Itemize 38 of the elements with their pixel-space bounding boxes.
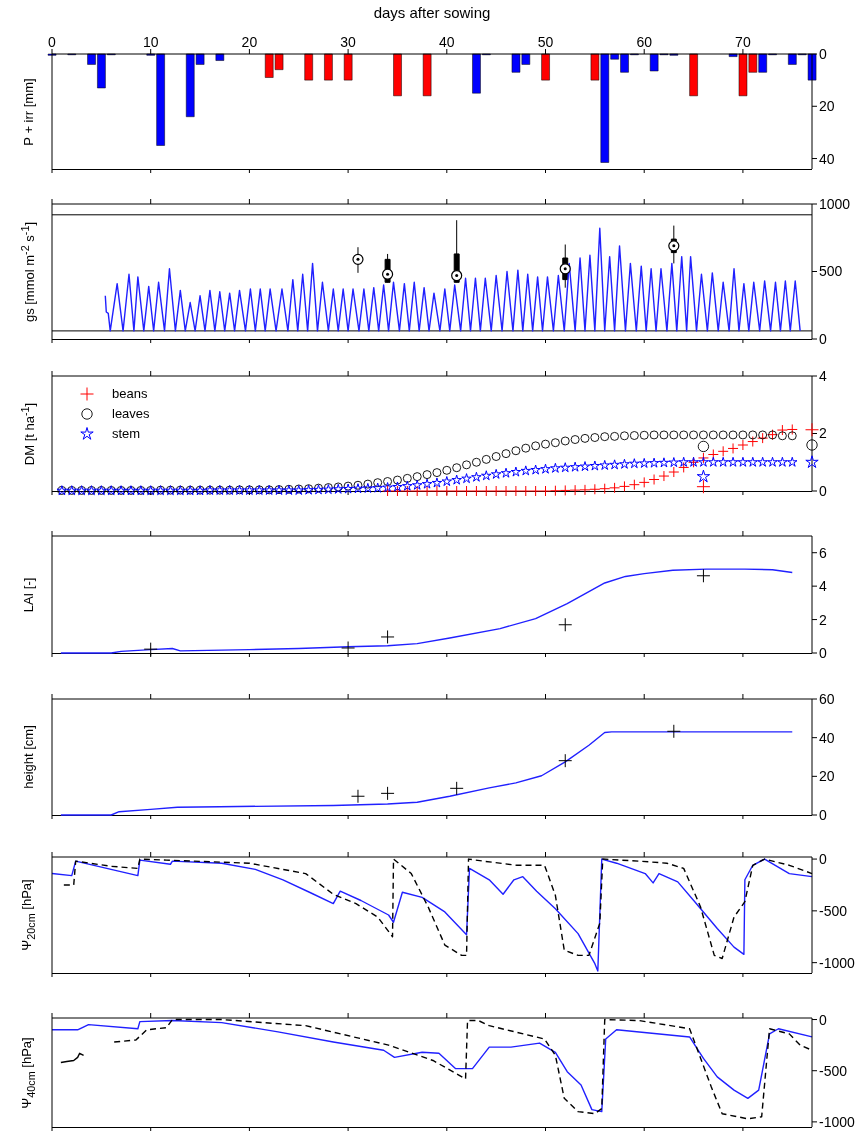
legend-label: stem bbox=[112, 425, 141, 443]
x-tick-label: 0 bbox=[48, 34, 57, 50]
x-tick-label: 40 bbox=[439, 34, 455, 50]
y-tick-label: 0 bbox=[819, 45, 827, 62]
y-tick-label: -500 bbox=[819, 902, 848, 919]
y-tick-label: 40 bbox=[819, 729, 835, 746]
y-axis-title: P + irr [mm] bbox=[20, 77, 36, 146]
legend-label: beans bbox=[112, 385, 148, 403]
y-tick-label: 20 bbox=[819, 98, 835, 115]
y-tick-label: 4 bbox=[819, 578, 827, 595]
x-axis-title: days after sowing bbox=[372, 4, 492, 21]
y-tick-label: 2 bbox=[819, 611, 827, 628]
y-tick-label: 40 bbox=[819, 150, 835, 167]
x-tick-label: 50 bbox=[537, 34, 554, 50]
y-tick-label: 0 bbox=[819, 330, 827, 347]
y-tick-label: 20 bbox=[819, 768, 835, 785]
y-axis-title: height [cm] bbox=[20, 725, 36, 789]
x-tick-label: 20 bbox=[241, 34, 258, 50]
x-tick-label: 10 bbox=[142, 34, 159, 50]
y-tick-label: 0 bbox=[819, 1011, 827, 1028]
y-tick-label: -1000 bbox=[819, 954, 856, 971]
x-tick-label: 60 bbox=[636, 34, 653, 50]
y-tick-label: 0 bbox=[819, 851, 827, 868]
y-tick-label: -1000 bbox=[819, 1113, 856, 1130]
y-tick-label: 60 bbox=[819, 690, 835, 707]
y-axis-title: LAI [-] bbox=[20, 577, 36, 612]
y-tick-label: 1000 bbox=[819, 195, 851, 212]
y-tick-label: 2 bbox=[819, 425, 827, 442]
legend-label: leaves bbox=[112, 405, 150, 423]
y-tick-label: -500 bbox=[819, 1062, 848, 1079]
y-tick-label: 0 bbox=[819, 482, 827, 499]
y-tick-label: 0 bbox=[819, 806, 827, 823]
x-tick-label: 30 bbox=[340, 34, 357, 50]
y-tick-label: 500 bbox=[819, 263, 843, 280]
y-tick-label: 0 bbox=[819, 644, 827, 661]
y-tick-label: 4 bbox=[819, 367, 827, 384]
y-tick-label: 6 bbox=[819, 544, 827, 561]
x-tick-label: 70 bbox=[735, 34, 751, 50]
